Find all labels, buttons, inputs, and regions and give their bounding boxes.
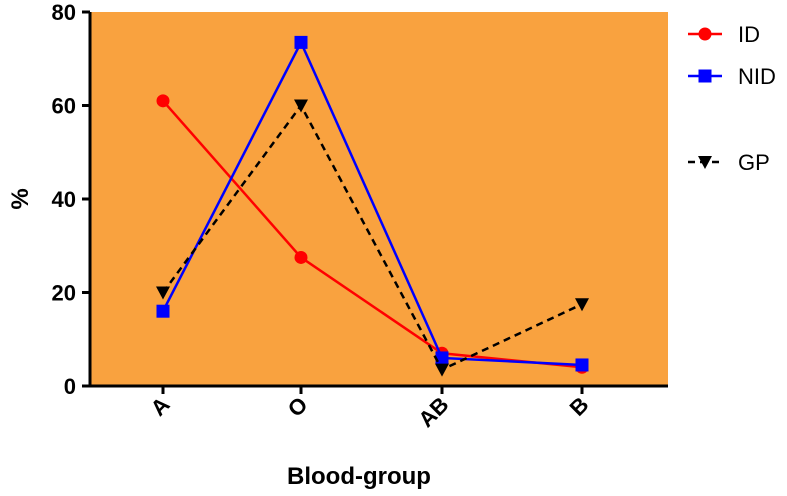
- legend-label: GP: [738, 150, 770, 175]
- data-point-nid: [575, 358, 589, 372]
- data-point-nid: [156, 304, 170, 318]
- x-tick-label: B: [565, 392, 594, 421]
- legend-marker: [698, 69, 712, 83]
- y-tick-label: 60: [52, 94, 76, 119]
- legend-item-id: ID: [688, 22, 760, 47]
- series-nid: [156, 35, 589, 372]
- data-point-gp: [294, 99, 308, 113]
- y-tick-label: 40: [52, 187, 76, 212]
- legend-item-nid: NID: [688, 64, 776, 89]
- x-tick-label: O: [283, 392, 313, 422]
- series-gp: [156, 99, 589, 377]
- data-point-gp: [575, 298, 589, 312]
- plot-area: [90, 12, 668, 386]
- legend-label: NID: [738, 64, 776, 89]
- data-point-gp: [435, 363, 449, 377]
- x-tick-label: AB: [413, 392, 453, 432]
- legend-marker: [698, 156, 712, 169]
- y-tick-label: 80: [52, 0, 76, 25]
- y-tick-label: 20: [52, 281, 76, 306]
- x-axis-title: Blood-group: [287, 463, 431, 490]
- data-point-nid: [435, 351, 449, 365]
- legend-item-gp: GP: [688, 150, 770, 175]
- y-axis-title: %: [7, 188, 34, 209]
- legend-marker: [698, 27, 712, 41]
- data-point-id: [294, 250, 308, 264]
- data-point-nid: [294, 35, 308, 49]
- legend-label: ID: [738, 22, 760, 47]
- x-tick-label: A: [146, 392, 175, 421]
- axes: [82, 10, 668, 394]
- legend: ID NID GP: [688, 22, 776, 175]
- series-layer: [156, 35, 589, 377]
- data-point-gp: [156, 286, 170, 300]
- series-line-nid: [161, 39, 583, 367]
- y-tick-label: 0: [64, 374, 76, 399]
- data-point-id: [156, 94, 170, 108]
